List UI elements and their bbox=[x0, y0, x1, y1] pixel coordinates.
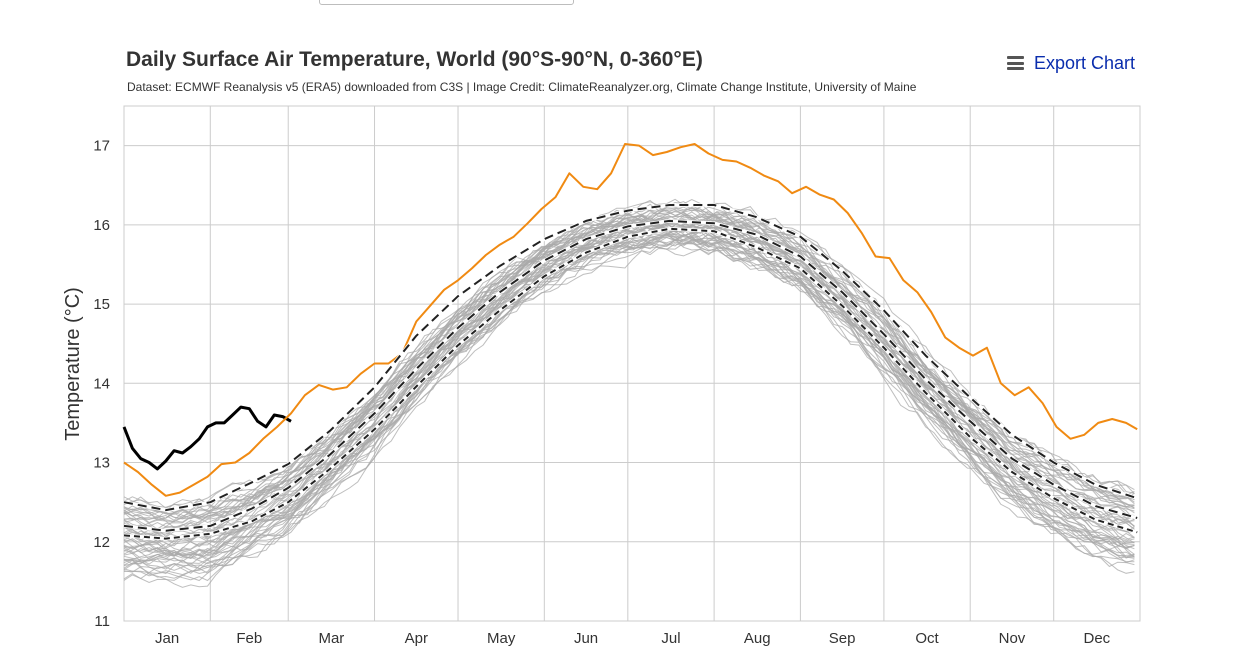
history-year-line bbox=[123, 209, 1135, 519]
history-year-line bbox=[123, 216, 1135, 541]
x-tick-label: Jan bbox=[155, 630, 179, 647]
x-tick-label: Jul bbox=[661, 630, 680, 647]
history-year-line bbox=[123, 198, 1135, 520]
history-year-line bbox=[123, 231, 1135, 574]
history-year-line bbox=[123, 224, 1135, 556]
x-tick-label: Apr bbox=[405, 630, 428, 647]
y-tick-label: 11 bbox=[94, 613, 110, 630]
x-tick-label: Jun bbox=[574, 630, 598, 647]
y-tick-label: 15 bbox=[93, 296, 110, 313]
chart-subtitle: Dataset: ECMWF Reanalysis v5 (ERA5) down… bbox=[127, 80, 917, 94]
y-tick-label: 14 bbox=[93, 375, 110, 392]
x-tick-label: May bbox=[487, 630, 516, 647]
x-tick-label: Feb bbox=[236, 630, 262, 647]
x-tick-label: Dec bbox=[1084, 630, 1111, 647]
series-2023-line bbox=[123, 143, 1138, 497]
history-year-line bbox=[123, 230, 1135, 575]
chart-title: Daily Surface Air Temperature, World (90… bbox=[126, 48, 703, 71]
history-year-line bbox=[123, 226, 1135, 565]
plot-frame bbox=[123, 105, 1141, 622]
axes: 11 12 13 14 15 16 17 Jan Feb Mar Apr May Jun Jul Aug Se… bbox=[93, 138, 1110, 647]
history-year-line bbox=[123, 202, 1135, 521]
y-axis-label: Temperature (°C) bbox=[62, 287, 84, 441]
series-plus-2sigma-line bbox=[123, 204, 1138, 512]
export-chart-button[interactable]: Export Chart bbox=[1007, 52, 1135, 74]
history-year-line bbox=[123, 232, 1135, 554]
x-tick-label: Mar bbox=[318, 630, 344, 647]
dataset-select[interactable] bbox=[319, 0, 574, 5]
x-tick-label: Sep bbox=[829, 630, 856, 647]
x-tick-label: Nov bbox=[999, 630, 1026, 647]
history-year-line bbox=[123, 232, 1135, 565]
history-year-line bbox=[123, 230, 1135, 539]
menu-icon bbox=[1007, 56, 1024, 70]
series-halo bbox=[123, 219, 1138, 533]
y-tick-label: 12 bbox=[93, 534, 110, 551]
history-year-line bbox=[123, 219, 1135, 541]
grid bbox=[123, 105, 1141, 622]
y-tick-label: 13 bbox=[93, 455, 110, 472]
series-lines bbox=[122, 143, 1138, 541]
series-2024-line bbox=[122, 405, 292, 471]
history-year-line bbox=[123, 218, 1135, 557]
history-lines bbox=[123, 198, 1135, 588]
export-chart-label: Export Chart bbox=[1034, 52, 1136, 73]
y-tick-label: 17 bbox=[93, 138, 110, 155]
x-tick-label: Oct bbox=[915, 630, 939, 647]
history-year-line bbox=[123, 233, 1135, 556]
series-mean-line bbox=[123, 219, 1138, 532]
history-year-line bbox=[123, 228, 1135, 565]
history-year-line bbox=[123, 203, 1135, 509]
y-tick-label: 16 bbox=[93, 217, 110, 234]
series-minus-2sigma-line bbox=[123, 227, 1138, 540]
x-tick-label: Aug bbox=[744, 630, 771, 647]
history-year-line bbox=[123, 214, 1135, 528]
